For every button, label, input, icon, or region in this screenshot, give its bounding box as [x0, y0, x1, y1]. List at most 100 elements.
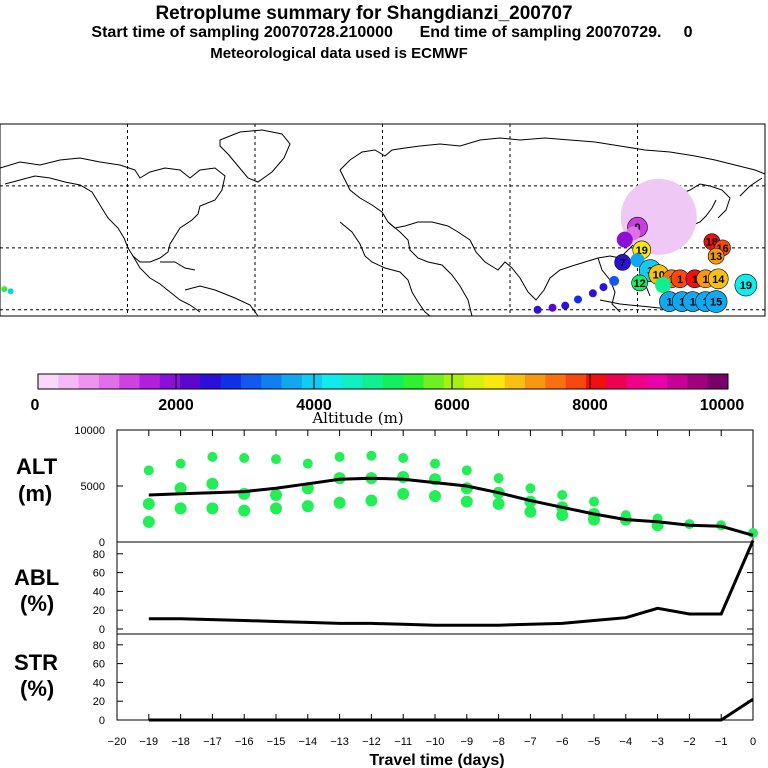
x-tick-label: −16: [235, 736, 254, 748]
x-tick-label: −19: [139, 736, 158, 748]
x-tick-label: −8: [492, 736, 505, 748]
colorbar-cell: [58, 374, 80, 389]
alt-cluster-dot: [525, 483, 536, 494]
alt-cluster-dot: [206, 502, 219, 515]
x-tick-label: −4: [620, 736, 633, 748]
colorbar-frame: [37, 373, 729, 390]
x-tick-label: −11: [394, 736, 412, 748]
plume-cluster-circle: [655, 277, 671, 294]
y-tick-label: 60: [93, 568, 105, 580]
plume-cluster-circle: [588, 289, 597, 298]
y-tick-label: 0: [99, 715, 105, 727]
colorbar-cell: [504, 374, 526, 389]
y-tick-label: 40: [93, 677, 105, 689]
alt-cluster-dot: [174, 482, 187, 495]
str-y-axis: 0 20 40 60 80: [93, 640, 753, 727]
colorbar-cell: [383, 374, 404, 389]
colorbar-tick-8000: 8000: [572, 397, 608, 414]
alt-cluster-dot: [270, 488, 282, 501]
colorbar-cell: [78, 374, 100, 389]
alt-cluster-dot: [174, 502, 187, 515]
colorbar-cell: [38, 374, 59, 389]
plume-cluster-label: 1: [692, 274, 698, 286]
x-tick-label: −6: [556, 736, 569, 748]
alt-cluster-dot: [142, 497, 155, 510]
alt-cluster-dot: [460, 495, 473, 508]
alt-cluster-dot: [239, 453, 250, 463]
alt-cluster-dot: [524, 505, 537, 518]
plume-cluster-circle: [620, 178, 697, 255]
plume-cluster-label: 7: [620, 257, 626, 269]
y-tick-label: 0: [99, 624, 105, 636]
x-tick-label: −15: [267, 736, 286, 748]
alt-cluster-dot: [557, 489, 568, 500]
colorbar-cell: [585, 374, 607, 389]
colorbar-cell: [342, 374, 364, 389]
x-tick-label: −20: [108, 736, 127, 748]
plume-cluster-circle: [574, 295, 582, 304]
alt-cluster-dot: [397, 487, 410, 500]
colorbar-tick-10000: 10000: [700, 397, 745, 414]
alt-cluster-dot: [175, 458, 186, 469]
colorbar-cell: [322, 374, 343, 389]
colorbar-cell: [443, 374, 465, 389]
alt-cluster-dot: [301, 500, 314, 513]
plume-cluster-circle: [614, 254, 631, 271]
plume-cluster-circle: [548, 303, 557, 312]
abl-y-axis: 0 20 40 60 80: [93, 549, 753, 636]
alt-cluster-dot: [366, 450, 377, 461]
y-tick-label: 80: [93, 640, 105, 652]
plume-cluster-label: 15: [710, 297, 722, 309]
alt-cluster-dot: [270, 502, 282, 515]
plume-cluster-label: 1: [666, 297, 672, 309]
colorbar-cell: [159, 374, 181, 389]
plume-cluster-label: 1: [679, 297, 685, 309]
x-tick-label: −2: [683, 736, 696, 748]
alt-cluster-dot: [588, 513, 600, 526]
alt-cluster-dots: [142, 450, 758, 539]
alt-cluster-dot: [398, 453, 409, 463]
colorbar-cell: [423, 374, 445, 389]
x-tick-label: −10: [426, 736, 445, 748]
colorbar-cell: [240, 374, 262, 389]
y-tick-label: 60: [93, 659, 105, 671]
colorbar-cell: [606, 374, 628, 389]
colorbar-cell: [362, 374, 384, 389]
plume-cluster-circle: [533, 305, 542, 314]
x-tick-label: 0: [750, 736, 756, 748]
colorbar-label: Altitude (m): [311, 409, 403, 427]
colorbar-tick-2000: 2000: [158, 397, 194, 414]
alt-cluster-dot: [302, 458, 313, 469]
x-tick-label: −18: [171, 736, 190, 748]
y-tick-label: 80: [93, 549, 105, 561]
alt-mean-line: [148, 476, 754, 537]
x-tick-label: −3: [651, 736, 664, 748]
world-map: 01918161373101111141912111115: [0, 123, 766, 317]
plume-cluster-circle: [1, 286, 8, 293]
altitude-colorbar: 0 2000 4000 6000 8000 10000 Altitude (m): [31, 373, 745, 427]
x-tick-label: −1: [715, 736, 728, 748]
alt-cluster-dot: [334, 451, 345, 462]
alt-cluster-dot: [365, 494, 378, 507]
plume-cluster-circle: [561, 301, 570, 310]
plume-cluster-circle: [631, 274, 648, 292]
colorbar-cell: [139, 374, 161, 389]
y-tick-label: 0: [99, 537, 105, 549]
plume-cluster-circle: [704, 290, 728, 313]
colorbar-tick-6000: 6000: [434, 397, 470, 414]
alt-panel-label: ALT: [16, 454, 58, 479]
plume-cluster-label: 13: [710, 251, 722, 263]
colorbar-cell: [301, 374, 323, 389]
colorbar-cell: [565, 374, 587, 389]
time-series-panels: ALT (m) ABL (%) STR (%) 0 5000 10000 0 20 40…: [14, 425, 758, 768]
x-axis: −20 −19 −18 −17 −16 −15 −14 −13 −12 −11 −10 −9 −8 −7−…: [108, 430, 756, 748]
colorbar-cell: [261, 374, 283, 389]
colorbar-cell: [525, 374, 546, 389]
alt-cluster-dot: [207, 451, 218, 462]
sampling-time-line: Start time of sampling 20070728.210000 E…: [91, 24, 693, 41]
x-axis-label: Travel time (days): [369, 752, 504, 768]
colorbar-cell: [545, 374, 567, 389]
alt-cluster-dot: [238, 487, 251, 500]
str-panel-unit: (%): [20, 676, 54, 701]
plume-cluster-label: 14: [712, 274, 725, 286]
